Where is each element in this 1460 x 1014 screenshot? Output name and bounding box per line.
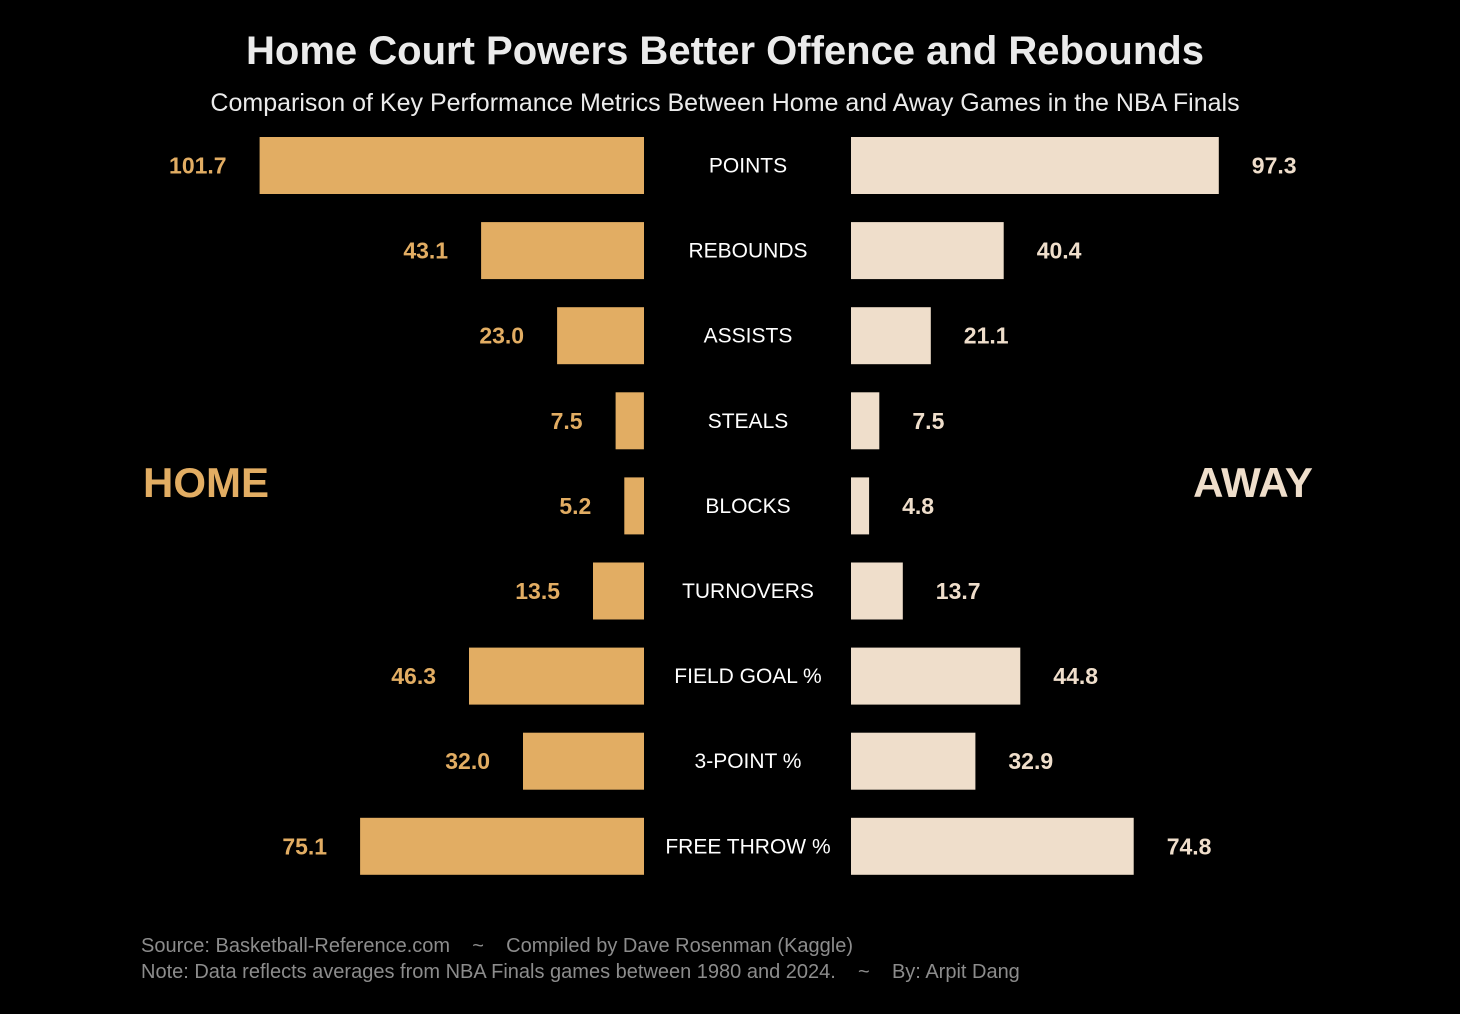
chart-title: Home Court Powers Better Offence and Reb… bbox=[246, 29, 1204, 73]
home-bar-3-point bbox=[523, 732, 644, 790]
away-value-label-turnovers: 13.7 bbox=[936, 578, 981, 604]
category-label-3-point: 3-POINT % bbox=[695, 750, 802, 773]
category-label-assists: ASSISTS bbox=[704, 325, 793, 348]
away-value-label-blocks: 4.8 bbox=[902, 493, 934, 519]
category-label-points: POINTS bbox=[709, 155, 787, 178]
away-bar-turnovers bbox=[851, 562, 903, 620]
away-value-label-assists: 21.1 bbox=[964, 323, 1009, 349]
data-note: Note: Data reflects averages from NBA Fi… bbox=[141, 961, 1020, 983]
away-value-label-points: 97.3 bbox=[1252, 153, 1297, 179]
home-value-label-assists: 23.0 bbox=[479, 323, 524, 349]
home-bar-rebounds bbox=[481, 222, 644, 280]
category-label-blocks: BLOCKS bbox=[705, 495, 790, 518]
home-value-label-points: 101.7 bbox=[169, 153, 227, 179]
away-bar-assists bbox=[851, 307, 931, 365]
home-bar-assists bbox=[557, 307, 644, 365]
away-value-label-steals: 7.5 bbox=[912, 408, 944, 434]
category-label-steals: STEALS bbox=[708, 410, 789, 433]
category-label-rebounds: REBOUNDS bbox=[688, 240, 807, 263]
away-bar-points bbox=[851, 137, 1219, 194]
home-bar-blocks bbox=[624, 477, 644, 535]
away-side-label: AWAY bbox=[1193, 459, 1313, 506]
away-bar-steals bbox=[851, 392, 880, 450]
away-bar-blocks bbox=[851, 477, 870, 535]
chart-subtitle: Comparison of Key Performance Metrics Be… bbox=[210, 89, 1239, 117]
away-bar-free-throw bbox=[851, 817, 1134, 875]
away-value-label-free-throw: 74.8 bbox=[1167, 833, 1212, 859]
home-bar-points bbox=[259, 137, 644, 194]
away-value-label-rebounds: 40.4 bbox=[1037, 238, 1082, 264]
home-value-label-3-point: 32.0 bbox=[445, 748, 490, 774]
category-label-free-throw: FREE THROW % bbox=[665, 835, 830, 858]
home-value-label-free-throw: 75.1 bbox=[282, 833, 327, 859]
home-bar-turnovers bbox=[593, 562, 644, 620]
away-bar-rebounds bbox=[851, 222, 1004, 280]
away-bar-field-goal bbox=[851, 647, 1021, 705]
home-bar-field-goal bbox=[469, 647, 644, 705]
home-value-label-steals: 7.5 bbox=[551, 408, 583, 434]
home-value-label-blocks: 5.2 bbox=[559, 493, 591, 519]
home-value-label-field-goal: 46.3 bbox=[391, 663, 436, 689]
home-value-label-turnovers: 13.5 bbox=[515, 578, 560, 604]
home-value-label-rebounds: 43.1 bbox=[403, 238, 448, 264]
home-bar-free-throw bbox=[360, 817, 644, 875]
home-bar-steals bbox=[615, 392, 644, 450]
category-label-turnovers: TURNOVERS bbox=[682, 580, 814, 603]
source-note: Source: Basketball-Reference.com ~ Compi… bbox=[141, 935, 853, 957]
away-bar-3-point bbox=[851, 732, 976, 790]
bar-group: POINTS 101.7 97.3 REBOUNDS 43.1 40.4 ASSISTS 23… bbox=[169, 137, 1297, 875]
home-side-label: HOME bbox=[143, 459, 269, 506]
category-label-field-goal: FIELD GOAL % bbox=[674, 665, 821, 688]
away-value-label-3-point: 32.9 bbox=[1008, 748, 1053, 774]
away-value-label-field-goal: 44.8 bbox=[1053, 663, 1098, 689]
